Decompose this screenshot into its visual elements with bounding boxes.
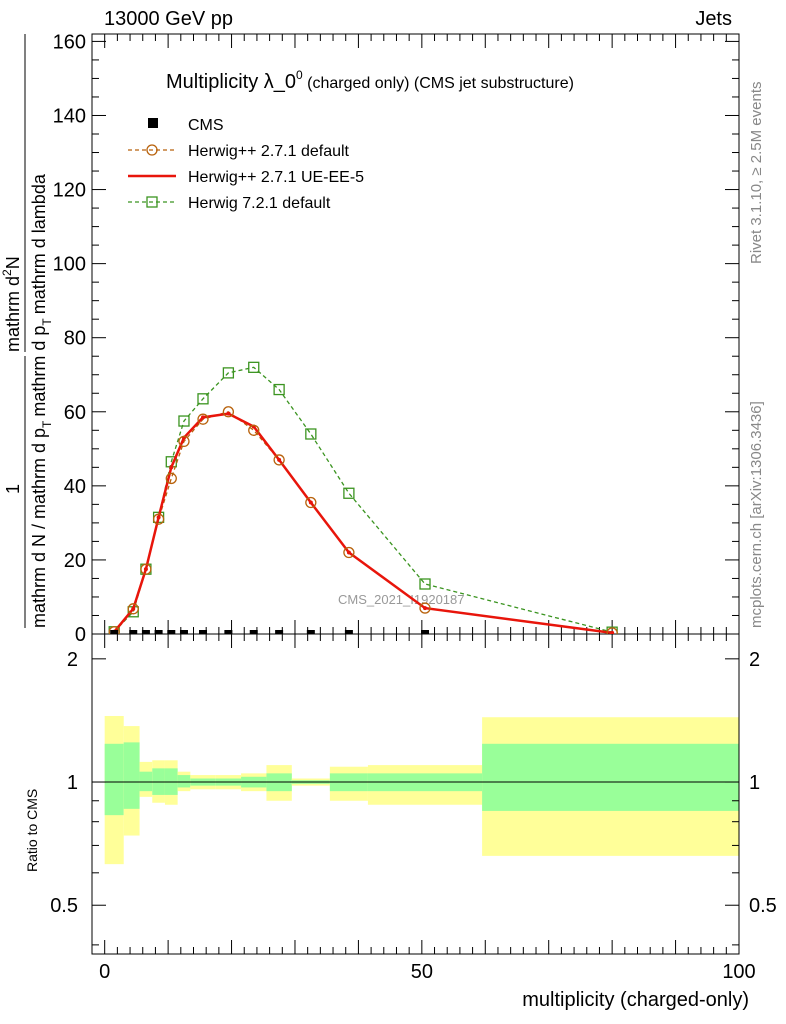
ratio-y-tick-label-right: 2 bbox=[749, 649, 760, 671]
series-cms-point bbox=[110, 630, 119, 634]
series-herwigpp-ueee5-line bbox=[113, 412, 613, 634]
ratio-y-tick-label-right: 1 bbox=[749, 772, 760, 794]
series-herwigpp-default-point bbox=[152, 513, 165, 525]
series-herwigpp-default-point bbox=[108, 626, 120, 634]
series-cms-point bbox=[421, 630, 430, 634]
header-process-label: 13000 GeV pp bbox=[104, 8, 233, 30]
ratio-plot-frame bbox=[91, 633, 740, 955]
series-herwigpp-default-point bbox=[248, 424, 260, 436]
series-cms-point bbox=[167, 630, 176, 634]
series-herwigpp-default-point bbox=[127, 603, 139, 615]
series-herwigpp-default-point bbox=[419, 602, 431, 614]
series-herwigpp-ueee5-point bbox=[156, 515, 161, 520]
legend-label-cms: CMS bbox=[188, 117, 224, 134]
series-herwig7-point bbox=[273, 383, 285, 396]
y-tick-label: 80 bbox=[64, 328, 86, 350]
y-axis-label-main: mathrm d N / mathrm d pTmathrm d pTmathr… bbox=[0, 34, 54, 628]
series-herwigpp-default-point bbox=[273, 454, 285, 466]
y-tick-label: 40 bbox=[64, 476, 86, 498]
header-category-label: Jets bbox=[695, 8, 732, 30]
series-herwigpp-default-point bbox=[178, 435, 190, 448]
series-cms-point bbox=[306, 630, 315, 634]
series-herwigpp-ueee5-point bbox=[423, 606, 428, 611]
series-herwig7-point bbox=[343, 487, 355, 499]
y-tick-label: 140 bbox=[53, 105, 86, 127]
ratio-y-tick-label-right: 0.5 bbox=[749, 895, 777, 917]
x-tick-label: 50 bbox=[411, 961, 433, 983]
series-cms-point bbox=[249, 630, 258, 634]
ratio-y-tick-label-left: 1 bbox=[67, 772, 78, 794]
ratio-band-inner bbox=[104, 743, 124, 816]
x-tick-label: 100 bbox=[722, 961, 755, 983]
y-tick-label: 120 bbox=[53, 180, 86, 202]
series-herwigpp-ueee5-point bbox=[226, 411, 231, 416]
series-herwig7-point bbox=[305, 428, 317, 440]
series-herwig7-point bbox=[248, 361, 260, 373]
analysis-watermark: CMS_2021_I1920187 bbox=[338, 592, 465, 607]
y-label-numerator-one: 1 bbox=[3, 484, 23, 494]
series-herwigpp-ueee5-point bbox=[169, 465, 174, 470]
series-herwigpp-ueee5-point bbox=[346, 550, 351, 555]
series-cms-point bbox=[154, 630, 163, 634]
series-herwig7-point bbox=[222, 367, 235, 379]
ratio-band-inner bbox=[139, 771, 153, 792]
series-herwigpp-default-point bbox=[606, 627, 618, 634]
series-herwigpp-default-point bbox=[140, 563, 152, 575]
y-tick-label: 60 bbox=[64, 402, 86, 424]
series-layer bbox=[108, 361, 618, 634]
ratio-y-tick-label-left: 2 bbox=[67, 649, 78, 671]
series-herwigpp-default-point bbox=[222, 406, 235, 418]
series-herwigpp-ueee5-point bbox=[610, 630, 615, 634]
series-cms-point bbox=[344, 630, 353, 634]
y-tick-label: 20 bbox=[64, 550, 86, 572]
legend-herwig7-marker bbox=[146, 196, 158, 208]
series-herwigpp-default-point bbox=[305, 496, 317, 509]
ratio-band-inner bbox=[123, 742, 140, 809]
y-tick-label: 0 bbox=[75, 624, 86, 646]
series-herwigpp-default-point bbox=[165, 472, 177, 485]
series-herwigpp-ueee5-point bbox=[308, 500, 313, 505]
series-herwig7-point bbox=[197, 393, 209, 405]
series-herwigpp-ueee5-point bbox=[131, 606, 136, 611]
chart-title: Multiplicity λ_00 (charged only) (CMS je… bbox=[166, 68, 574, 93]
legend-cms-marker bbox=[148, 118, 158, 128]
legend: CMS Herwig++ 2.7.1 default Herwig++ 2.7.… bbox=[128, 117, 364, 212]
series-herwigpp-ueee5-point bbox=[143, 567, 148, 572]
series-cms-point bbox=[141, 630, 150, 634]
series-herwig7-point bbox=[419, 578, 431, 590]
series-herwigpp-ueee5-point bbox=[201, 415, 206, 420]
legend-label-herwigpp-default: Herwig++ 2.7.1 default bbox=[188, 143, 350, 160]
legend-label-herwig7: Herwig 7.2.1 default bbox=[188, 195, 331, 212]
series-cms-point bbox=[275, 630, 284, 634]
series-herwigpp-default-point bbox=[343, 546, 355, 559]
axes-ticks: 0 20 40 60 80 100 120 140 160 0 50 100 0.5 0.5 1 1 2 2 bbox=[50, 31, 777, 983]
series-herwig7-point bbox=[178, 415, 190, 427]
x-axis-label: multiplicity (charged-only) bbox=[522, 989, 749, 1011]
series-cms-point bbox=[224, 630, 233, 634]
series-cms-point bbox=[179, 630, 188, 634]
legend-herwigpp-default-marker bbox=[146, 144, 158, 156]
series-herwigpp-default-point bbox=[197, 413, 209, 425]
x-tick-label: 0 bbox=[99, 961, 110, 983]
y-tick-label: 160 bbox=[53, 31, 86, 53]
series-cms-point bbox=[199, 630, 208, 634]
y-label-numerator-right: mathrm d2N bbox=[0, 256, 23, 352]
ratio-y-tick-label-left: 0.5 bbox=[50, 895, 78, 917]
ratio-band-inner bbox=[177, 775, 191, 788]
legend-label-herwigpp-ueee5: Herwig++ 2.7.1 UE-EE-5 bbox=[188, 169, 364, 186]
y-label-denominator: mathrm d N / mathrm d pTmathrm d pTmathr… bbox=[29, 173, 54, 628]
series-herwigpp-ueee5-point bbox=[277, 457, 282, 462]
ratio-uncertainty-bands bbox=[92, 715, 739, 865]
series-cms-point bbox=[129, 630, 138, 634]
ratio-band-inner bbox=[482, 743, 739, 811]
y-tick-label: 100 bbox=[53, 254, 86, 276]
y-axis-label-ratio: Ratio to CMS bbox=[24, 789, 40, 872]
